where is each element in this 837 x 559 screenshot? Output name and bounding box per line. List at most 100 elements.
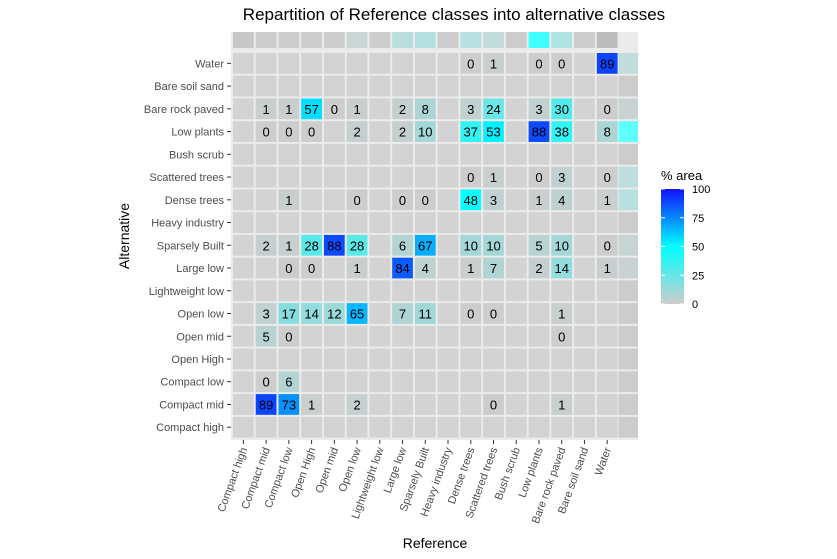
- cell-value-label: 10: [486, 238, 500, 253]
- cell-value-label: 17: [282, 307, 296, 322]
- heatmap-cell-open-high-dense-trees: [460, 348, 482, 370]
- heatmap-cell-dense-trees-open-high: [301, 189, 322, 211]
- heatmap-cell-sparsely-built-large-low: [392, 234, 413, 256]
- heatmap-cell-dense-trees-compact-high: [233, 189, 254, 211]
- heatmap-cell-dense-trees-water: [596, 189, 618, 211]
- cell-value-label: 30: [554, 102, 568, 117]
- heatmap-cell-heavy-industry-bush-scrub: [505, 212, 527, 233]
- heatmap-cell-lightweight-low-open-mid: [323, 280, 345, 302]
- heatmap-cell-scattered-trees-bare-rock-paved: [551, 166, 573, 188]
- heatmap-cell-bush-scrub-water: [596, 143, 618, 165]
- heatmap-cell-sparsely-built-heavy-industry: [437, 234, 459, 256]
- heatmap-cell-compact-high-bare-rock-paved: [551, 416, 573, 438]
- heatmap-cell-compact-mid-water: [596, 394, 618, 415]
- heatmap-cell-low-plants-bare-rock-paved: [551, 121, 573, 142]
- heatmap-cell-lightweight-low-scattered-trees: [483, 280, 504, 302]
- heatmap-cell-dense-trees-bare-rock-paved: [551, 189, 573, 211]
- cell-value-label: 1: [262, 102, 269, 117]
- heatmap-cell-water-open-low: [346, 53, 368, 74]
- heatmap-cell-scattered-trees-compact-low: [278, 166, 300, 188]
- y-axis-title: Alternative: [116, 203, 132, 269]
- heatmap-cell-large-low-low-plants: [528, 257, 550, 279]
- heatmap-cell-scattered-trees-large-low: [392, 166, 413, 188]
- margin-strip-right: [618, 303, 638, 324]
- heatmap-cell-compact-high-scattered-trees: [483, 416, 504, 438]
- margin-strip-top: [255, 32, 277, 48]
- chart-title: Repartition of Reference classes into al…: [243, 5, 665, 24]
- heatmap-cell-bush-scrub-compact-high: [233, 143, 254, 165]
- heatmap-cell-bare-rock-paved-sparsely-built: [414, 98, 436, 120]
- heatmap-cell-open-high-heavy-industry: [437, 348, 459, 370]
- heatmap-cell-lightweight-low-water: [596, 280, 618, 302]
- cell-value-label: 1: [353, 102, 360, 117]
- cell-value-label: 1: [535, 193, 542, 208]
- heatmap-cell-heavy-industry-open-mid: [323, 212, 345, 233]
- heatmap-cell-low-plants-open-mid: [323, 121, 345, 142]
- y-tick-label: Bare rock paved: [144, 104, 224, 116]
- heatmap-cell-low-plants-water: [596, 121, 618, 142]
- heatmap-cell-dense-trees-lightweight-low: [369, 189, 391, 211]
- cell-value-label: 0: [467, 170, 474, 185]
- legend-title: % area: [661, 168, 703, 183]
- heatmap-cell-large-low-dense-trees: [460, 257, 482, 279]
- cell-value-label: 53: [486, 125, 500, 140]
- heatmap-cell-bush-scrub-large-low: [392, 143, 413, 165]
- cell-value-label: 1: [558, 307, 565, 322]
- heatmap-cell-bare-soil-sand-compact-low: [278, 75, 300, 97]
- heatmap-cell-large-low-heavy-industry: [437, 257, 459, 279]
- heatmap-cell-compact-low-compact-low: [278, 371, 300, 393]
- y-tick-label: Open mid: [176, 331, 224, 343]
- heatmap-cell-bare-soil-sand-open-low: [346, 75, 368, 97]
- margin-strip-right: [618, 189, 638, 211]
- margin-strip-right: [618, 75, 638, 97]
- y-tick-label: Dense trees: [165, 195, 225, 207]
- cell-value-label: 0: [285, 329, 292, 344]
- heatmap-cell-open-mid-bush-scrub: [505, 325, 527, 347]
- heatmap-cell-bare-rock-paved-open-high: [301, 98, 322, 120]
- heatmap-cell-compact-mid-scattered-trees: [483, 394, 504, 415]
- heatmap-cell-scattered-trees-sparsely-built: [414, 166, 436, 188]
- heatmap-cell-sparsely-built-open-mid: [323, 234, 345, 256]
- heatmap-cell-open-mid-scattered-trees: [483, 325, 504, 347]
- heatmap-cell-sparsely-built-scattered-trees: [483, 234, 504, 256]
- heatmap-cell-heavy-industry-open-low: [346, 212, 368, 233]
- heatmap-cell-compact-low-compact-mid: [255, 371, 277, 393]
- cell-value-label: 0: [490, 307, 497, 322]
- margin-strip-top: [369, 32, 391, 48]
- heatmap-cell-lightweight-low-bare-rock-paved: [551, 280, 573, 302]
- heatmap-cell-compact-high-open-low: [346, 416, 368, 438]
- heatmap-cell-bare-soil-sand-scattered-trees: [483, 75, 504, 97]
- heatmap-cell-compact-low-heavy-industry: [437, 371, 459, 393]
- cell-value-label: 2: [353, 125, 360, 140]
- heatmap-cell-compact-mid-bare-rock-paved: [551, 394, 573, 415]
- heatmap-cell-compact-mid-open-high: [301, 394, 322, 415]
- margin-strip-top: [392, 32, 413, 48]
- cell-value-label: 0: [467, 307, 474, 322]
- heatmap-cell-compact-low-bare-soil-sand: [574, 371, 595, 393]
- heatmap-cell-compact-low-low-plants: [528, 371, 550, 393]
- heatmap-cell-compact-high-compact-mid: [255, 416, 277, 438]
- heatmap-cell-open-mid-open-mid: [323, 325, 345, 347]
- heatmap-cell-scattered-trees-lightweight-low: [369, 166, 391, 188]
- cell-value-label: 0: [535, 170, 542, 185]
- cell-value-label: 84: [395, 261, 409, 276]
- heatmap-cell-sparsely-built-bare-rock-paved: [551, 234, 573, 256]
- cell-value-label: 67: [418, 238, 432, 253]
- heatmap-cell-compact-mid-low-plants: [528, 394, 550, 415]
- heatmap-cell-scattered-trees-dense-trees: [460, 166, 482, 188]
- heatmap-cell-bush-scrub-bare-soil-sand: [574, 143, 595, 165]
- heatmap-cell-sparsely-built-compact-mid: [255, 234, 277, 256]
- heatmap-cell-bare-soil-sand-open-high: [301, 75, 322, 97]
- heatmap-cell-bush-scrub-open-low: [346, 143, 368, 165]
- heatmap-cell-large-low-compact-low: [278, 257, 300, 279]
- heatmap-cell-open-low-large-low: [392, 303, 413, 324]
- cell-value-label: 0: [535, 56, 542, 71]
- cell-value-label: 11: [419, 307, 433, 322]
- cell-value-label: 1: [285, 238, 292, 253]
- heatmap-cell-compact-low-bush-scrub: [505, 371, 527, 393]
- heatmap-cell-lightweight-low-large-low: [392, 280, 413, 302]
- heatmap-cell-large-low-compact-mid: [255, 257, 277, 279]
- margin-strip-right: [618, 121, 638, 142]
- cell-value-label: 4: [558, 193, 565, 208]
- x-axis-title: Reference: [403, 535, 468, 551]
